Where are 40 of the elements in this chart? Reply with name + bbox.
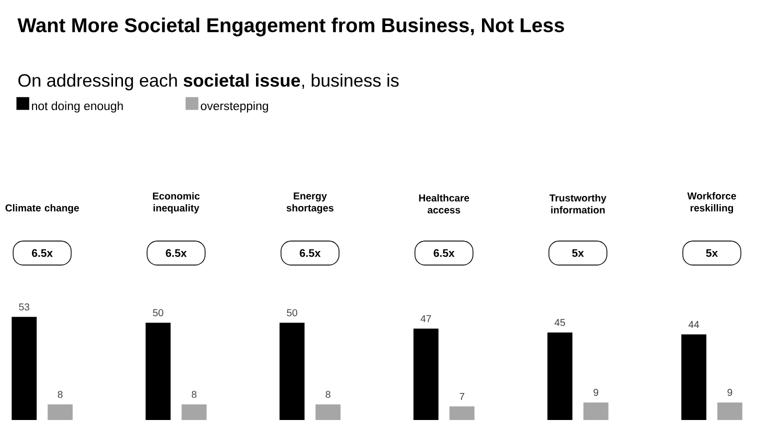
data-label: 50: [152, 309, 164, 316]
data-label: 9: [728, 388, 732, 396]
x-tick-label: Healthcare access: [419, 194, 470, 214]
bar: [12, 316, 37, 420]
legend-label: not doing enough: [32, 101, 123, 113]
data-label: 50: [286, 309, 298, 316]
bar: [316, 404, 341, 420]
legend-label: overstepping: [200, 101, 268, 113]
data-label: 8: [326, 390, 330, 398]
text: 6.5x: [300, 249, 321, 257]
x-tick-label: Workforce reskilling: [687, 192, 736, 214]
bar: [717, 402, 742, 420]
text: 5x: [706, 249, 718, 257]
bar: [681, 334, 706, 420]
x-tick-label: Energy shortages: [286, 192, 334, 214]
bar: [280, 322, 305, 420]
chart-subtitle: On addressing each societal issue, business is: [18, 74, 399, 90]
data-label: 44: [688, 321, 700, 328]
text: 6.5x: [434, 249, 455, 257]
data-label: 47: [420, 315, 432, 322]
chart-title: Want More Societal Engagement from Business, Not Less: [18, 18, 564, 36]
data-label: 45: [554, 319, 566, 326]
x-tick-label: Economic inequality: [152, 192, 200, 214]
bar: [583, 402, 608, 420]
bar: [413, 328, 438, 420]
bar: [547, 332, 572, 420]
x-tick-label: Climate change: [6, 204, 79, 214]
data-label: 8: [58, 390, 63, 398]
text: 6.5x: [32, 249, 53, 257]
text: 6.5x: [166, 249, 187, 257]
text: 5x: [572, 249, 584, 257]
bar: [182, 404, 207, 420]
data-label: 53: [19, 303, 30, 310]
data-label: 7: [460, 392, 464, 400]
x-tick-label: Trustworthy information: [550, 194, 606, 214]
data-label: 8: [192, 390, 196, 398]
bar: [48, 404, 73, 420]
bar: [449, 406, 474, 420]
data-label: 9: [594, 388, 598, 396]
bar: [146, 322, 171, 420]
